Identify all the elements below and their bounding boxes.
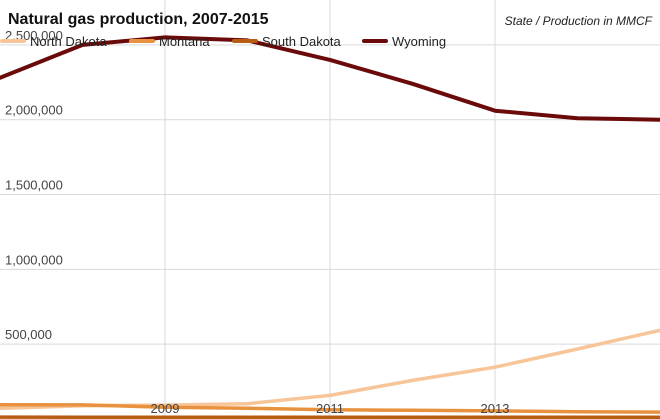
y-tick-label: 2,000,000	[5, 103, 63, 118]
chart-header: Natural gas production, 2007-2015 State …	[8, 11, 653, 28]
chart-title: Natural gas production, 2007-2015	[8, 11, 269, 28]
legend-label: Wyoming	[392, 34, 446, 49]
series-line-wyoming	[0, 35, 660, 122]
legend-label: Montana	[159, 34, 210, 49]
tick-labels: 500,0001,000,0001,500,0002,000,0002,500,…	[5, 28, 509, 416]
legend: North Dakota Montana South Dakota Wyoming	[0, 34, 446, 49]
x-tick-label: 2009	[151, 401, 180, 416]
legend-item-wyoming: Wyoming	[362, 34, 446, 49]
legend-item-montana: Montana	[129, 34, 210, 49]
series-line-montana	[0, 403, 660, 414]
series-lines	[0, 35, 660, 419]
chart-subtitle: State / Production in MMCF	[505, 14, 653, 28]
y-tick-label: 500,000	[5, 327, 52, 342]
legend-item-south-dakota: South Dakota	[232, 34, 342, 49]
y-tick-label: 1,000,000	[5, 252, 63, 267]
y-tick-label: 1,500,000	[5, 178, 63, 193]
legend-label: North Dakota	[30, 34, 107, 49]
x-tick-label: 2013	[481, 401, 510, 416]
legend-label: South Dakota	[262, 34, 342, 49]
x-tick-label: 2011	[316, 401, 344, 416]
legend-item-north-dakota: North Dakota	[0, 34, 107, 49]
